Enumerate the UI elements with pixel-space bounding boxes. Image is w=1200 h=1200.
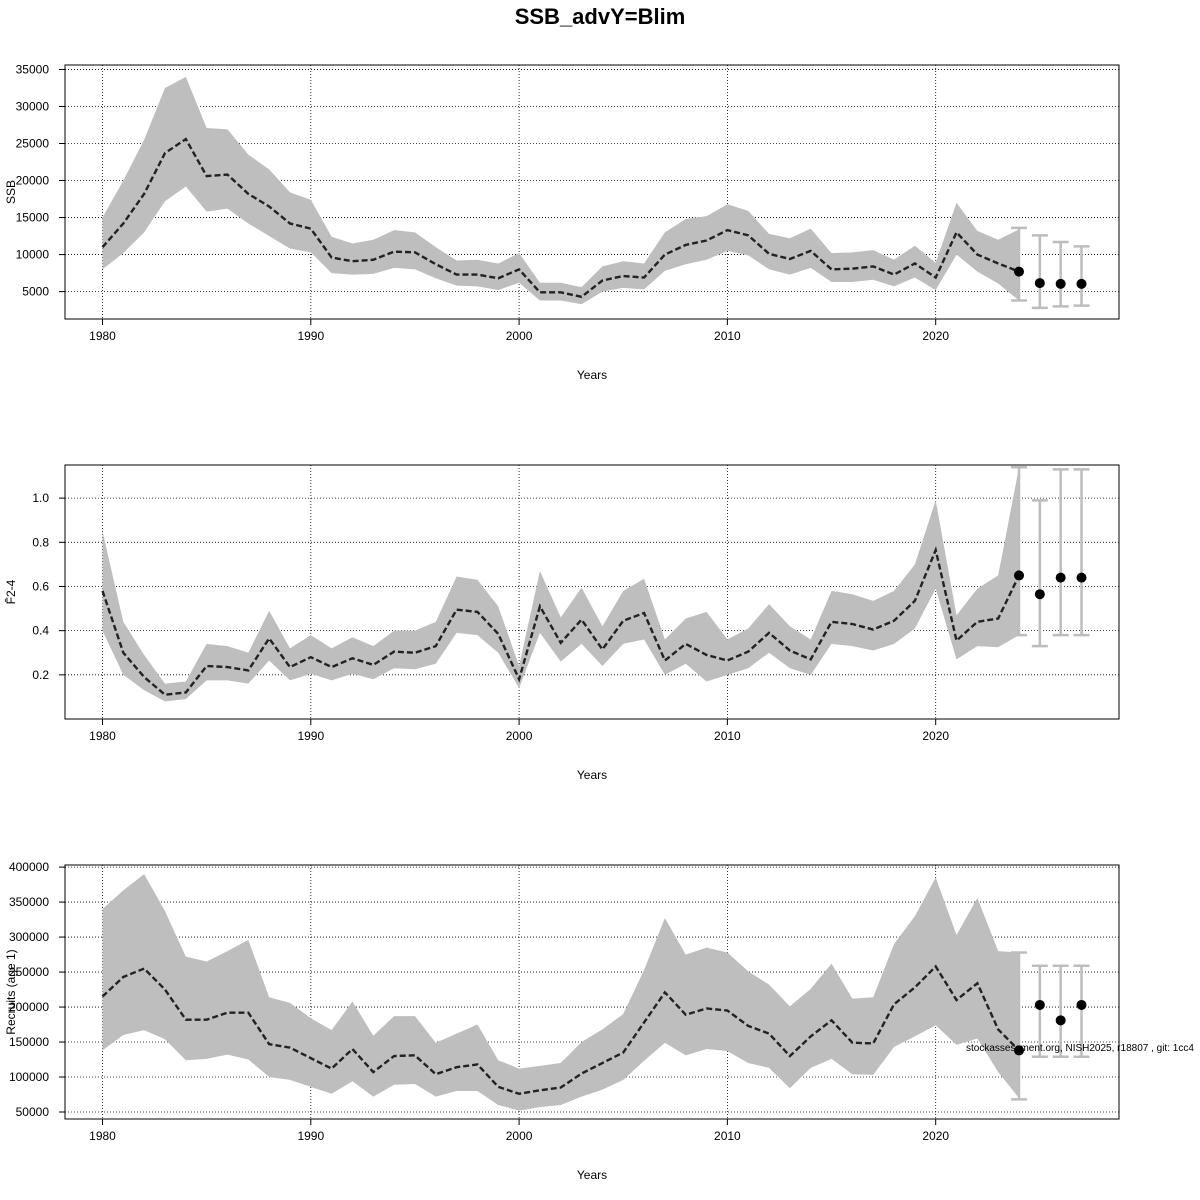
x-tick-label: 1980 xyxy=(89,329,116,343)
y-tick-label: 50000 xyxy=(16,1105,50,1119)
plot-frame xyxy=(64,64,1120,320)
estimate-line xyxy=(101,546,1021,696)
y-tick-label: 30000 xyxy=(16,99,50,113)
y-tick-label: 150000 xyxy=(9,1035,49,1049)
projection-point xyxy=(1076,999,1087,1010)
projection-point xyxy=(1076,278,1087,289)
y-tick-label: 0.8 xyxy=(32,535,49,549)
y-tick-label: 300000 xyxy=(9,930,49,944)
projection-point xyxy=(1014,570,1025,581)
y-axis-label: SSB xyxy=(4,180,18,204)
y-axis-label: Recruits (age 1) xyxy=(4,949,18,1034)
x-tick-label: 2020 xyxy=(922,1129,949,1143)
x-tick-label: 2020 xyxy=(922,329,949,343)
fbar-panel: 1980 1990 2000 2010 2020 0.2 0.4 0.6 0.8 1.0 Year… xyxy=(4,464,1120,782)
projection-point xyxy=(1014,1045,1025,1056)
x-tick-label: 2020 xyxy=(922,729,949,743)
y-tick-label: 100000 xyxy=(9,1070,49,1084)
x-tick-label: 1980 xyxy=(89,1129,116,1143)
x-tick-label: 2000 xyxy=(506,1129,533,1143)
footer-note: stockassessment.org, NISH2025, r18807 , … xyxy=(966,1043,1194,1054)
projection-point xyxy=(1034,589,1045,600)
projection-point xyxy=(1014,266,1025,277)
y-tick-label: 350000 xyxy=(9,895,49,909)
plot-frame xyxy=(64,464,1120,720)
y-tick-label: 250000 xyxy=(9,965,49,979)
y-tick-label: 1.0 xyxy=(32,491,49,505)
chart-title: SSB_advY=Blim xyxy=(515,4,686,29)
y-axis-label: F̄2-4 xyxy=(4,579,18,604)
x-tick-label: 1990 xyxy=(297,729,324,743)
x-tick-label: 2000 xyxy=(506,729,533,743)
plot-frame xyxy=(64,864,1120,1120)
y-tick-label: 10000 xyxy=(16,248,50,262)
y-tick-label: 400000 xyxy=(9,860,49,874)
y-tick-label: 0.4 xyxy=(32,624,49,638)
recruits-panel: 1980 1990 2000 2010 2020 50000 100000 150000 200… xyxy=(4,860,1194,1182)
y-tick-label: 20000 xyxy=(16,174,50,188)
confidence-band xyxy=(102,76,1020,305)
estimate-line xyxy=(101,137,1020,299)
x-tick-label: 1990 xyxy=(297,329,324,343)
x-tick-label: 2000 xyxy=(506,329,533,343)
projection-point xyxy=(1055,1015,1066,1026)
x-axis-label: Years xyxy=(577,1168,607,1182)
y-tick-label: 15000 xyxy=(16,211,50,225)
projection-point xyxy=(1034,278,1045,289)
projection-point xyxy=(1076,572,1087,583)
y-tick-label: 35000 xyxy=(16,62,50,76)
confidence-band xyxy=(102,467,1020,702)
x-tick-label: 2010 xyxy=(714,329,741,343)
x-tick-label: 2010 xyxy=(714,1129,741,1143)
projection-point xyxy=(1055,572,1066,583)
y-tick-label: 200000 xyxy=(9,1000,49,1014)
projection-point xyxy=(1055,278,1066,289)
y-tick-label: 0.6 xyxy=(32,579,49,593)
confidence-band xyxy=(102,874,1020,1111)
y-tick-label: 0.2 xyxy=(32,668,49,682)
estimate-line xyxy=(101,964,1020,1096)
ssb-panel: 1980 1990 2000 2010 2020 5000 10000 15000 20000 2… xyxy=(4,62,1120,382)
x-axis-label: Years xyxy=(577,768,607,782)
x-tick-label: 1990 xyxy=(297,1129,324,1143)
x-tick-label: 2010 xyxy=(714,729,741,743)
y-tick-label: 25000 xyxy=(16,136,50,150)
x-axis-label: Years xyxy=(577,368,607,382)
x-tick-label: 1980 xyxy=(89,729,116,743)
projection-point xyxy=(1034,999,1045,1010)
y-tick-label: 5000 xyxy=(22,285,49,299)
